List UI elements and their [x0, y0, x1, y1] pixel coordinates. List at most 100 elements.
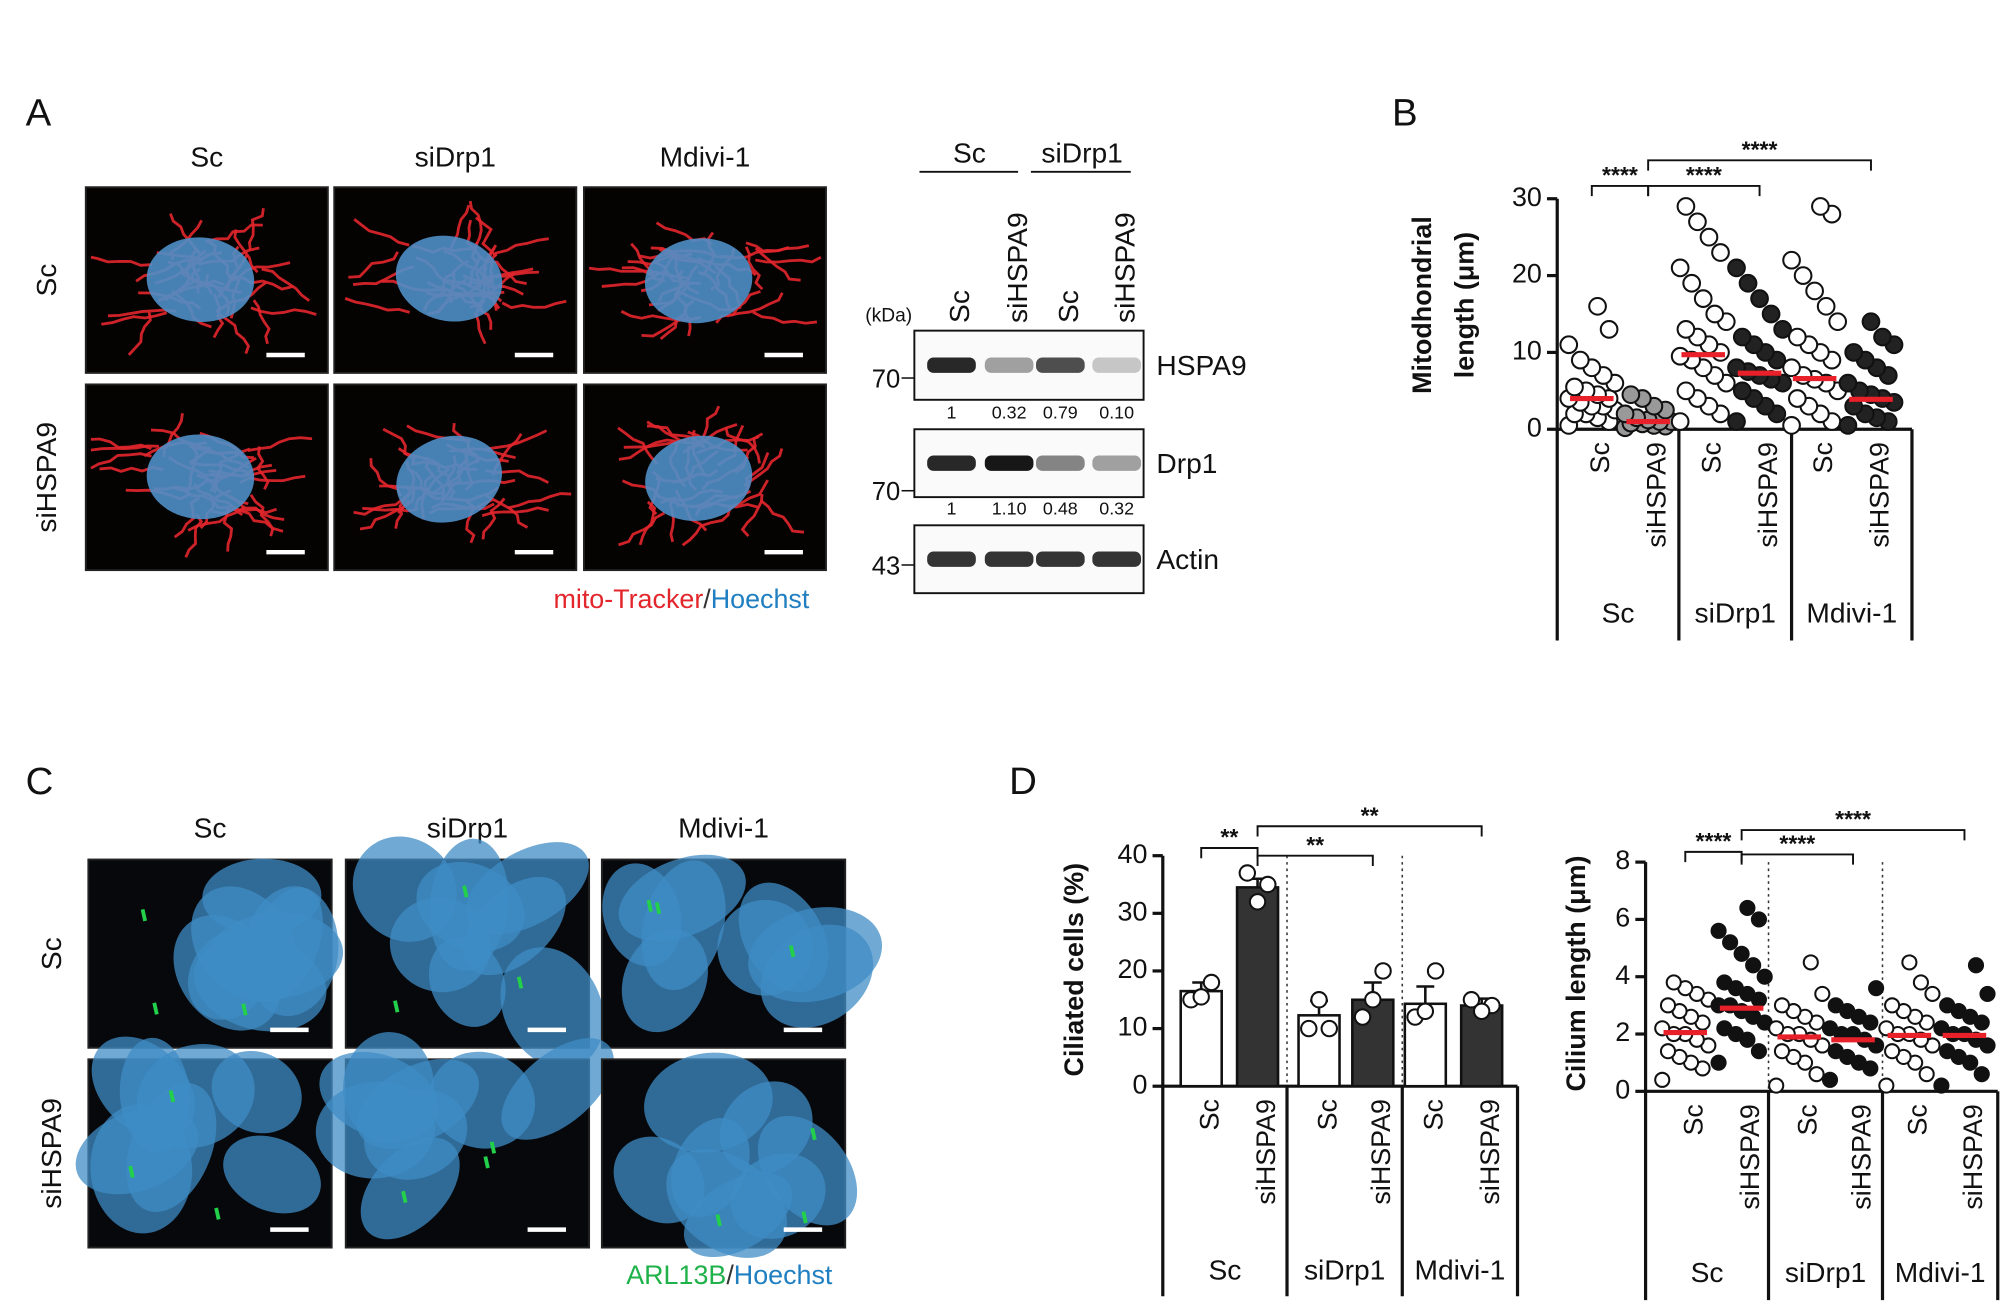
column-label: siDrp1 — [415, 140, 496, 172]
data-point — [1688, 212, 1707, 232]
data-point — [1732, 327, 1752, 347]
mito — [618, 511, 666, 547]
cilium — [801, 1211, 808, 1224]
micrograph — [315, 1032, 614, 1249]
data-point — [1821, 1071, 1839, 1088]
cilium — [462, 885, 469, 898]
significance-bracket — [1647, 184, 1761, 197]
micrograph — [333, 186, 578, 374]
group-label: siDrp1 — [1304, 1253, 1385, 1285]
data-point — [1782, 250, 1801, 270]
data-point — [1659, 1043, 1677, 1060]
nucleus — [343, 1032, 435, 1144]
micrograph — [333, 383, 578, 572]
data-point — [1918, 1066, 1935, 1083]
data-point — [1238, 864, 1257, 882]
mito — [222, 507, 234, 552]
category-label: siHSPA9 — [1735, 1104, 1765, 1210]
mito — [90, 437, 152, 451]
band — [1036, 357, 1085, 373]
category-label: siHSPA9 — [1864, 442, 1894, 548]
y-tick-label: 6 — [1615, 903, 1630, 933]
legend-part: / — [703, 584, 711, 614]
column-label: Mdivi-1 — [678, 812, 769, 844]
micrograph — [600, 1052, 858, 1258]
data-point — [1676, 197, 1696, 216]
legend-part: Hoechst — [734, 1260, 833, 1290]
quant-label: 0.79 — [1043, 403, 1078, 423]
band — [1036, 551, 1085, 567]
data-point — [1768, 1020, 1785, 1037]
mito — [233, 229, 259, 274]
quant-label: 0.32 — [992, 403, 1027, 423]
significance-label: ** — [1361, 802, 1379, 828]
legend: mito-Tracker/Hoechst — [553, 584, 809, 614]
data-point — [1939, 1043, 1956, 1060]
mito — [252, 299, 271, 345]
data-point — [1787, 389, 1807, 408]
nucleus — [613, 1136, 705, 1224]
data-point — [1782, 416, 1801, 435]
y-tick-label: 20 — [1118, 954, 1148, 984]
band — [1092, 357, 1142, 373]
data-point — [1979, 985, 1996, 1002]
mito — [218, 313, 250, 355]
data-point — [1805, 281, 1824, 301]
data-point — [1722, 934, 1739, 951]
data-point — [1861, 312, 1881, 332]
quant-label: 0.48 — [1043, 499, 1078, 519]
micrograph — [75, 1036, 333, 1249]
cilium — [788, 945, 796, 958]
y-tick-label: 30 — [1512, 182, 1542, 212]
significance-label: **** — [1686, 162, 1722, 188]
group-label: siDrp1 — [1695, 596, 1776, 628]
nucleus — [719, 1081, 813, 1175]
nucleus — [193, 936, 327, 1032]
y-tick-label: 10 — [1118, 1012, 1148, 1042]
data-point — [1924, 985, 1941, 1002]
data-point — [1814, 985, 1831, 1002]
y-tick-label: 0 — [1615, 1074, 1630, 1104]
nucleus — [396, 435, 502, 523]
mito — [250, 306, 317, 316]
significance-bracket — [1256, 854, 1374, 866]
blot-group-label: Sc — [953, 137, 986, 169]
group-label: Mdivi-1 — [1895, 1256, 1986, 1288]
data-point — [1711, 243, 1730, 262]
data-point — [1716, 1020, 1733, 1037]
mito — [255, 446, 270, 490]
data-point — [1599, 320, 1619, 339]
category-label: Sc — [1679, 1104, 1709, 1135]
data-point — [1739, 899, 1756, 917]
nucleus — [645, 435, 753, 521]
micrograph — [582, 186, 827, 374]
mito — [484, 429, 548, 451]
significance-bracket — [1200, 847, 1259, 859]
band — [927, 357, 976, 373]
data-point — [1745, 957, 1762, 974]
error-bar — [1416, 985, 1435, 1004]
significance-label: ** — [1220, 824, 1238, 850]
data-point — [1750, 289, 1769, 308]
mito — [743, 448, 784, 487]
y-tick-label: 8 — [1615, 845, 1630, 875]
category-label: siHSPA9 — [1846, 1104, 1876, 1210]
data-point — [1565, 377, 1584, 397]
data-point — [1787, 327, 1807, 347]
micrograph — [84, 383, 329, 572]
y-tick-label: 0 — [1132, 1069, 1147, 1099]
cilium — [214, 1207, 221, 1220]
significance-bracket — [1740, 829, 1966, 841]
data-point — [1939, 997, 1956, 1014]
data-point — [1676, 381, 1696, 401]
group-label: siDrp1 — [1785, 1256, 1866, 1288]
data-point — [1933, 1020, 1950, 1037]
data-point — [1878, 1020, 1895, 1037]
row-label: siHSPA9 — [30, 422, 62, 533]
quant-label: 0.32 — [1099, 499, 1134, 519]
y-axis-label: Ciliated cells (%) — [1059, 863, 1089, 1077]
mito — [127, 312, 152, 356]
mito — [754, 247, 801, 282]
mito — [353, 218, 410, 247]
nucleus — [602, 863, 682, 967]
